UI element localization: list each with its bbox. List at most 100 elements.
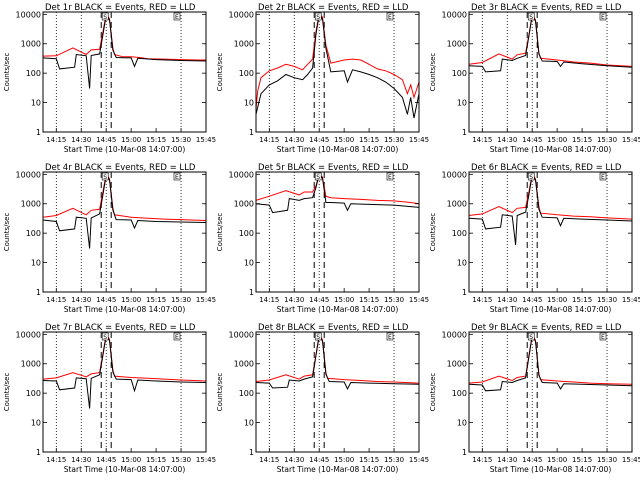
x-tick-label: 15:45 <box>622 136 640 144</box>
y-axis-label: Counts/sec <box>429 53 437 92</box>
marker-box-label: S <box>103 334 107 341</box>
y-axis-label: Counts/sec <box>3 53 11 92</box>
series-line-red <box>255 333 420 384</box>
series-line-black <box>255 13 420 119</box>
marker-box <box>314 332 322 341</box>
marker-box-label: S <box>316 174 320 181</box>
marker-box <box>599 12 607 21</box>
plot-frame <box>42 171 207 293</box>
y-tick-label: 1000 <box>234 360 254 369</box>
y-tick-label: 1 <box>462 288 467 297</box>
y-tick-label: 100 <box>26 229 41 238</box>
marker-box <box>101 332 109 341</box>
marker-box-label: E <box>388 334 392 341</box>
x-axis-label: Start Time (10-Mar-08 14:07:00) <box>64 145 186 154</box>
x-tick-label: 14:45 <box>309 296 329 304</box>
y-tick-label: 1 <box>462 448 467 457</box>
series-line-red <box>42 332 207 382</box>
y-tick-label: 10 <box>31 419 41 428</box>
x-tick-label: 15:00 <box>334 136 354 144</box>
marker-box <box>314 172 322 181</box>
x-tick-label: 15:00 <box>121 456 141 464</box>
chart-title: Det 4r BLACK = Events, RED = LLD <box>45 163 196 173</box>
y-tick-label: 100 <box>26 389 41 398</box>
x-tick-label: 15:15 <box>146 456 166 464</box>
y-axis-label: Counts/sec <box>3 213 11 252</box>
x-tick-label: 15:30 <box>597 136 617 144</box>
plot-frame <box>42 11 207 133</box>
marker-box <box>527 172 535 181</box>
marker-box <box>386 12 394 21</box>
chart-title: Det 6r BLACK = Events, RED = LLD <box>471 163 622 173</box>
y-tick-label: 1 <box>36 288 41 297</box>
chart-title: Det 1r BLACK = Events, RED = LLD <box>45 3 196 13</box>
y-tick-label: 1000 <box>447 360 467 369</box>
y-tick-label: 10 <box>244 419 254 428</box>
y-tick-label: 1 <box>249 288 254 297</box>
y-tick-label: 1000 <box>21 40 41 49</box>
marker-box-label: S <box>103 174 107 181</box>
x-tick-label: 15:15 <box>359 456 379 464</box>
x-tick-label: 14:15 <box>46 136 66 144</box>
series-line-red <box>468 172 633 220</box>
series-line-red <box>468 13 633 67</box>
x-tick-label: 15:00 <box>334 456 354 464</box>
marker-box <box>386 332 394 341</box>
y-tick-label: 10 <box>31 259 41 268</box>
marker-box <box>527 12 535 21</box>
x-tick-label: 15:00 <box>547 136 567 144</box>
x-tick-label: 14:15 <box>259 296 279 304</box>
x-tick-label: 14:45 <box>522 296 542 304</box>
y-tick-label: 1000 <box>21 360 41 369</box>
marker-box-label: S <box>103 14 107 21</box>
x-tick-label: 15:45 <box>622 456 640 464</box>
y-tick-label: 100 <box>452 229 467 238</box>
x-tick-label: 15:15 <box>572 456 592 464</box>
x-tick-label: 14:30 <box>284 136 304 144</box>
y-tick-label: 10 <box>457 259 467 268</box>
y-tick-label: 1000 <box>234 40 254 49</box>
x-axis-label: Start Time (10-Mar-08 14:07:00) <box>64 465 186 474</box>
y-tick-label: 10000 <box>229 10 254 19</box>
y-tick-label: 100 <box>239 229 254 238</box>
marker-box <box>101 172 109 181</box>
y-tick-label: 10000 <box>442 170 467 179</box>
series-line-black <box>468 14 633 73</box>
x-tick-label: 15:30 <box>384 456 404 464</box>
chart-title: Det 3r BLACK = Events, RED = LLD <box>471 3 622 13</box>
y-axis-label: Counts/sec <box>429 373 437 412</box>
chart-title: Det 9r BLACK = Events, RED = LLD <box>471 323 622 333</box>
x-tick-label: 15:15 <box>359 296 379 304</box>
x-tick-label: 15:00 <box>547 456 567 464</box>
y-tick-label: 1000 <box>447 40 467 49</box>
y-tick-label: 1 <box>249 448 254 457</box>
x-tick-label: 15:15 <box>572 296 592 304</box>
marker-box-label: S <box>529 334 533 341</box>
marker-box-label: S <box>316 334 320 341</box>
x-tick-label: 14:15 <box>472 136 492 144</box>
y-tick-label: 100 <box>239 389 254 398</box>
chart-title: Det 5r BLACK = Events, RED = LLD <box>258 163 409 173</box>
y-tick-label: 10 <box>457 99 467 108</box>
series-line-red <box>255 172 420 205</box>
marker-box-label: S <box>316 14 320 21</box>
x-axis-label: Start Time (10-Mar-08 14:07:00) <box>490 465 612 474</box>
x-tick-label: 14:30 <box>497 136 517 144</box>
marker-box-label: S <box>529 14 533 21</box>
x-tick-label: 15:45 <box>409 136 429 144</box>
y-tick-label: 10 <box>31 99 41 108</box>
plot-frame <box>255 11 420 133</box>
chart-title: Det 2r BLACK = Events, RED = LLD <box>258 3 409 13</box>
x-tick-label: 14:45 <box>96 456 116 464</box>
x-tick-label: 14:45 <box>96 296 116 304</box>
plot-frame <box>42 331 207 453</box>
plot-frame <box>468 11 633 133</box>
marker-box <box>173 172 181 181</box>
